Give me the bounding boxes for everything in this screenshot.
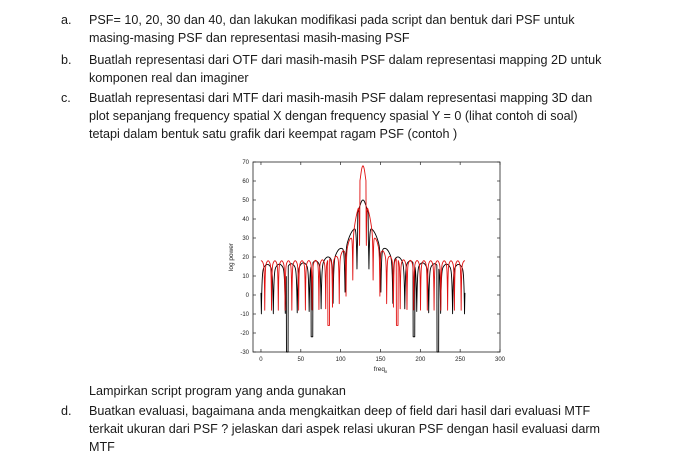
y-tick-label: 50 xyxy=(242,198,249,204)
plot-frame xyxy=(252,161,501,353)
series-line-2 xyxy=(260,165,466,326)
y-tick-label: 60 xyxy=(242,179,249,185)
item-c-line-3: tetapi dalam bentuk satu grafik dari kee… xyxy=(89,127,458,141)
item-a-line-1: PSF= 10, 20, 30 dan 40, dan lakukan modi… xyxy=(89,13,575,27)
y-axis-label: log power xyxy=(228,242,235,271)
chart-series xyxy=(260,165,466,353)
item-c-line-2: plot sepanjang frequency spatial X denga… xyxy=(89,109,578,123)
item-d-line-1: Buatkan evaluasi, bagaimana anda mengkai… xyxy=(89,404,591,418)
chart-axes: 0 50 100 150 200 250 300 -30 -20 -10 0 10 20 30 40 50 60… xyxy=(228,160,506,374)
x-tick-label: 250 xyxy=(455,357,466,363)
item-a-marker: a. xyxy=(61,13,72,27)
y-tick-label: 10 xyxy=(242,274,249,280)
x-tick-label: 200 xyxy=(415,357,426,363)
attachment-note: Lampirkan script program yang anda gunak… xyxy=(89,384,346,398)
x-tick-label: 150 xyxy=(375,357,386,363)
item-c-line-1: Buatlah representasi dari MTF dari masih… xyxy=(89,91,593,105)
y-tick-label: 20 xyxy=(242,255,249,261)
item-b-line-1: Buatlah representasi dari OTF dari masih… xyxy=(89,53,602,67)
x-tick-label: 50 xyxy=(297,357,304,363)
x-tick-label: 300 xyxy=(495,357,506,363)
item-a: a. PSF= 10, 20, 30 dan 40, dan lakukan m… xyxy=(61,11,575,47)
y-tick-label: 30 xyxy=(242,236,249,242)
x-tick-label: 100 xyxy=(336,357,347,363)
y-tick-label: -20 xyxy=(240,331,249,337)
y-tick-label: -30 xyxy=(240,350,249,356)
item-d-line-2: terkait ukuran dari PSF ? jelaskan dari … xyxy=(89,422,601,436)
item-c-marker: c. xyxy=(61,91,71,105)
item-b-line-2: komponen real dan imaginer xyxy=(89,71,249,85)
x-axis-label-subscript: x xyxy=(385,369,388,374)
y-tick-label: 70 xyxy=(242,160,249,166)
x-axis-label: freqx xyxy=(374,366,388,374)
item-c: c. Buatlah representasi dari MTF dari ma… xyxy=(61,89,592,143)
series-line-1 xyxy=(260,199,466,353)
y-tick-label: 40 xyxy=(242,217,249,223)
item-d-marker: d. xyxy=(61,404,72,418)
item-b: b. Buatlah representasi dari OTF dari ma… xyxy=(61,51,601,87)
item-a-line-2: masing-masing PSF dan representasi masih… xyxy=(89,31,410,45)
item-d: d. Buatkan evaluasi, bagaimana anda meng… xyxy=(61,402,600,456)
y-tick-label: -10 xyxy=(240,312,249,318)
item-d-line-3: MTF xyxy=(89,440,115,454)
x-tick-label: 0 xyxy=(259,357,263,363)
item-b-marker: b. xyxy=(61,53,72,67)
mtf-line-chart: 0 50 100 150 200 250 300 -30 -20 -10 0 10 20 30 40 50 60… xyxy=(228,160,506,374)
y-tick-label: 0 xyxy=(246,293,250,299)
